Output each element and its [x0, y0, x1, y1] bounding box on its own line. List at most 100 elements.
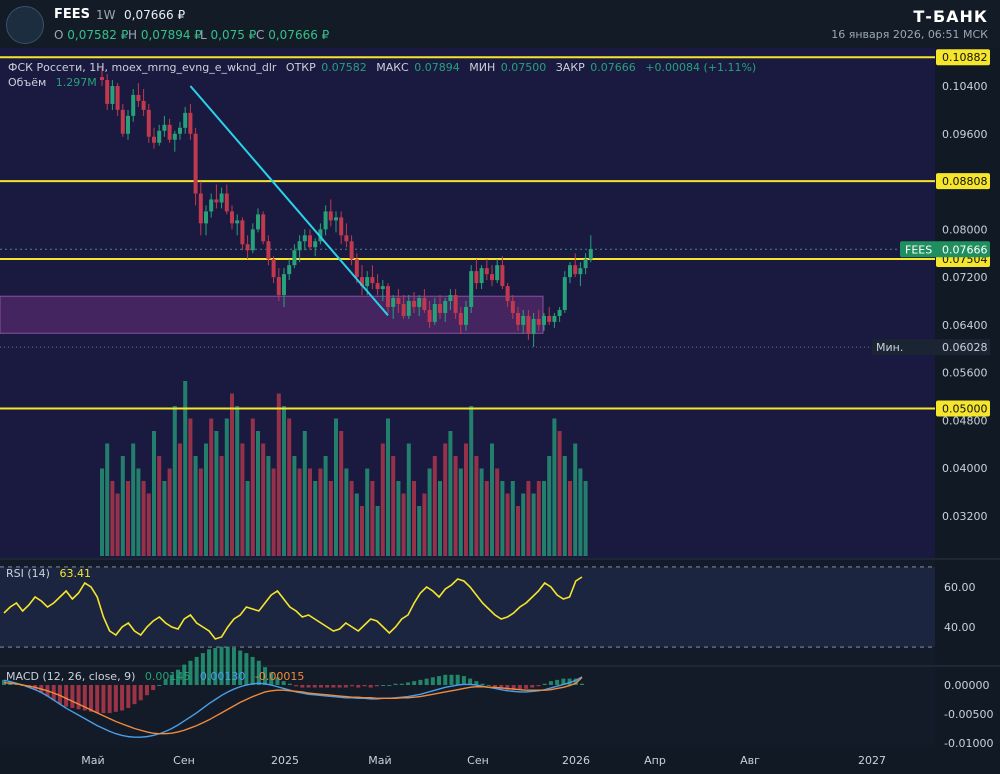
ohlc-high-value: 0,07894 ₽ — [140, 28, 202, 42]
candle-body — [266, 241, 271, 260]
candle-body — [474, 271, 479, 284]
candle-body — [438, 303, 442, 313]
macd-signal-value: 0.00130 — [200, 670, 246, 683]
price-chart[interactable]: 0.104000.096000.088000.080000.072000.064… — [0, 48, 1000, 774]
ohlc-open-label: O — [54, 28, 64, 42]
rsi-panel: 60.00 40.00 — [0, 566, 976, 648]
candle-body — [328, 211, 333, 221]
macd-histogram-bar — [194, 656, 199, 685]
volume-bar — [224, 418, 229, 556]
macd-histogram-bar — [524, 685, 529, 689]
macd-histogram-bar — [256, 660, 261, 685]
legend-open-label: ОТКР — [286, 61, 316, 74]
candle-body — [157, 130, 162, 143]
macd-histogram-bar — [281, 681, 286, 685]
level-badge-label: 0.05000 — [942, 403, 988, 416]
macd-histogram-bar — [57, 685, 62, 705]
volume-bar — [141, 481, 146, 556]
candle-body — [412, 301, 416, 307]
instrument-legend: ФСК Россети, 1Н, moex_mrng_evng_e_wknd_d… — [8, 61, 756, 74]
support-zone — [0, 295, 544, 334]
volume-bar — [531, 493, 536, 556]
candle-body — [568, 265, 572, 278]
candle-body — [318, 229, 323, 242]
x-tick-label: Сен — [173, 754, 195, 767]
last-price-badge — [900, 241, 990, 258]
volume-bar — [526, 481, 531, 556]
macd-histogram-bar — [424, 678, 429, 685]
candle-body — [339, 217, 344, 236]
macd-histogram-bar — [567, 678, 572, 685]
candle-body — [562, 277, 567, 310]
candle-body — [183, 112, 188, 128]
candle-body — [526, 315, 531, 334]
macd-histogram-bar — [337, 685, 342, 688]
macd-histogram-bar — [200, 653, 205, 685]
volume-bar — [505, 493, 510, 556]
legend-change: +0.00084 (+1.11%) — [645, 61, 756, 74]
volume-label: Объём — [8, 76, 46, 89]
candle-body — [542, 315, 546, 325]
volume-bar — [302, 431, 307, 556]
candle-body — [287, 265, 292, 275]
candle-body — [365, 277, 370, 287]
ohlc-open-value: 0,07582 ₽ — [67, 28, 129, 42]
macd-histogram-bar — [548, 681, 553, 685]
macd-histogram-bar — [163, 679, 168, 685]
macd-value: 0.00145 — [145, 670, 191, 683]
volume-bar — [516, 506, 520, 556]
level-badge — [936, 49, 990, 66]
volume-bar — [313, 481, 318, 556]
candle-body — [422, 298, 427, 310]
candle-body — [516, 312, 520, 325]
level-badge-label: 0.08808 — [942, 175, 988, 188]
macd-tick-label: -0.00500 — [944, 708, 993, 721]
macd-histogram-bar — [107, 685, 112, 714]
legend-close: 0.07666 — [590, 61, 636, 74]
chart-header: FEES 1W 0,07666 ₽ O 0,07582 ₽ H 0,07894 … — [0, 0, 1000, 48]
candle-body — [110, 86, 115, 104]
candle-body — [167, 124, 172, 140]
macd-panel: 0.00000 -0.00500 -0.01000 — [2, 646, 993, 750]
macd-histogram-bar — [437, 676, 442, 685]
legend-open: 0.07582 — [321, 61, 367, 74]
volume-bar — [219, 456, 224, 556]
macd-histogram-bar — [318, 685, 323, 688]
candle-body — [152, 136, 156, 143]
candle-body — [172, 133, 177, 140]
macd-histogram-bar — [580, 683, 584, 685]
macd-histogram-bar — [294, 685, 299, 687]
candle-body — [188, 112, 193, 134]
fees-logo-icon — [6, 6, 44, 44]
candle-body — [479, 268, 484, 284]
last-price-badge-ticker: FEES — [905, 243, 932, 256]
candle-body — [297, 241, 302, 251]
volume-bar — [484, 481, 489, 556]
timeframe[interactable]: 1W — [96, 8, 116, 22]
macd-histogram-bar — [231, 647, 236, 685]
candle-body — [495, 265, 500, 281]
macd-label: MACD (12, 26, close, 9) — [6, 670, 135, 683]
volume-bar — [417, 506, 422, 556]
last-price: 0,07666 ₽ — [124, 8, 186, 22]
ticker-symbol[interactable]: FEES — [54, 7, 91, 22]
candle-body — [370, 277, 375, 284]
macd-histogram-bar — [300, 685, 305, 688]
macd-histogram-bar — [101, 685, 106, 714]
volume-bar — [448, 431, 453, 556]
macd-histogram-bar — [368, 685, 373, 688]
macd-histogram-bar — [132, 685, 137, 705]
candle-body — [276, 277, 281, 296]
macd-histogram-bar — [499, 685, 504, 689]
volume-bar — [490, 443, 494, 556]
candle-body — [375, 283, 380, 290]
volume-bar — [131, 443, 136, 556]
macd-histogram-bar — [325, 685, 330, 688]
min-badge-label: Мин. — [876, 341, 903, 354]
macd-histogram-bar — [443, 674, 448, 685]
macd-histogram-bar — [455, 674, 460, 685]
volume-bar — [250, 418, 255, 556]
candle-body — [557, 309, 562, 316]
trendline[interactable] — [189, 85, 389, 316]
